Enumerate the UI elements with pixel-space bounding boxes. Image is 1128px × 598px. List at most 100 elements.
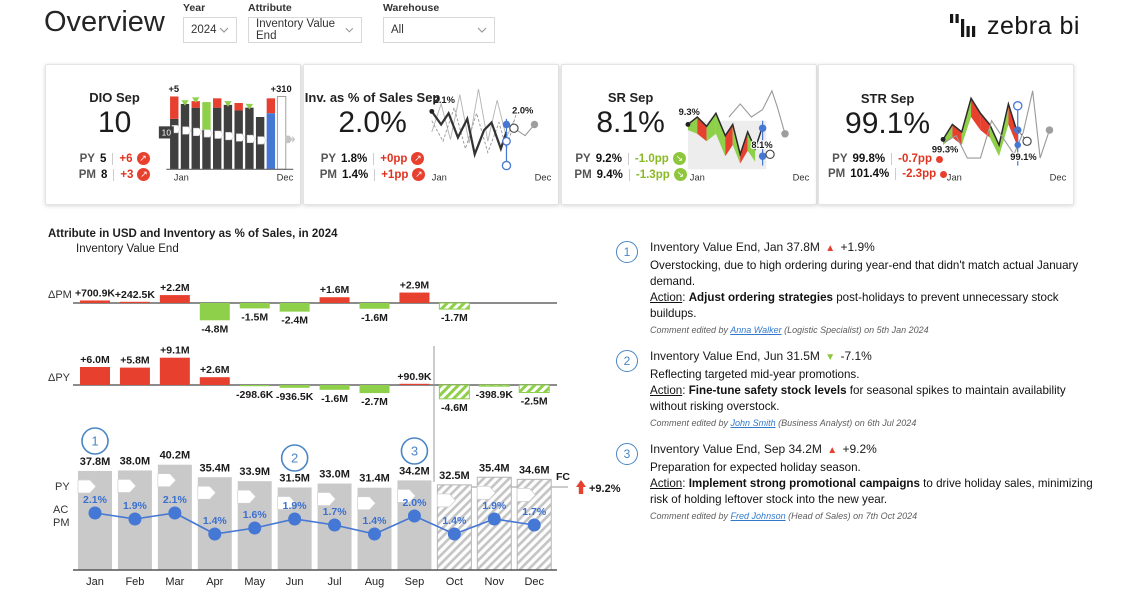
ac-bar-oct[interactable]: [436, 484, 472, 571]
filter-year: Year 2024: [183, 2, 237, 43]
delta-bar[interactable]: [438, 302, 470, 310]
comment-author-link[interactable]: Fred Johnson: [730, 510, 786, 521]
delta-label: +90.9K: [397, 371, 432, 383]
pct-label: 2.1%: [163, 494, 188, 506]
comment-number-badge[interactable]: 1: [616, 241, 638, 263]
kpi-value: 10: [97, 106, 132, 139]
chart-comment-marker-2[interactable]: 2: [280, 444, 309, 472]
kpi-value: 8.1%: [596, 106, 665, 139]
delta-bar[interactable]: [359, 303, 390, 309]
delta-bar[interactable]: [399, 383, 430, 385]
pct-label: 1.4%: [203, 515, 228, 527]
variance-up-triangle-icon: ▲: [825, 243, 836, 254]
spark-annotation: 2.1%: [434, 95, 456, 105]
ac-bar-apr[interactable]: [197, 477, 232, 570]
comment-title: Inventory Value End, Jun 31.5M ▼ -7.1%: [650, 348, 872, 363]
pct-dot-jun[interactable]: [288, 512, 302, 526]
x-axis-month: Jan: [86, 576, 104, 588]
spark-annotation: 9.3%: [679, 107, 701, 117]
delta-bar[interactable]: [478, 384, 510, 387]
pct-dot-oct[interactable]: [447, 527, 461, 541]
comment-number-badge[interactable]: 2: [616, 349, 638, 372]
main-combo-chart: +700.9K +242.5K +2.2M -4.8M -1.5M -2.4M +1.6M -…: [45, 228, 645, 598]
ac-bar-sep[interactable]: [397, 480, 432, 570]
spark-highlight-dot[interactable]: [502, 120, 511, 129]
pct-dot-jul[interactable]: [328, 518, 342, 532]
kpi-card-inv-pct-sales[interactable]: Inv. as % of Sales Sep 2.0% PY 1.8% +0pp …: [303, 64, 559, 205]
delta-bar[interactable]: [319, 297, 350, 303]
spark-bar-ac[interactable]: [266, 113, 276, 170]
x-axis-month: Oct: [446, 576, 463, 588]
delta-bar[interactable]: [159, 295, 190, 303]
ac-bar-mar[interactable]: [157, 464, 192, 570]
comment-author-link[interactable]: John Smith: [730, 417, 776, 428]
delta-bar[interactable]: [80, 367, 110, 385]
comment-title: Inventory Value End, Sep 34.2M ▲ +9.2%: [650, 441, 877, 456]
delta-label: +700.9K: [75, 287, 115, 299]
pct-dot-nov[interactable]: [487, 512, 501, 526]
delta-bar[interactable]: [279, 303, 310, 312]
kpi-inv-pct-sales-pm-row: PM 1.4% +1pp ↗: [320, 168, 426, 181]
delta-bar[interactable]: [399, 292, 430, 303]
delta-bar[interactable]: [438, 384, 470, 400]
variance-marker-icon: ↗: [136, 152, 150, 165]
delta-bar[interactable]: [359, 385, 390, 394]
ac-bar-may[interactable]: [237, 481, 272, 570]
pct-dot-may[interactable]: [248, 521, 262, 535]
pct-dot-mar[interactable]: [168, 506, 182, 520]
spark-bar[interactable]: [191, 107, 200, 170]
delta-bar[interactable]: [199, 303, 230, 321]
pct-dot-apr[interactable]: [208, 527, 222, 541]
ac-bar-value: 35.4M: [200, 462, 231, 474]
kpi-value: 2.0%: [338, 106, 407, 139]
pct-dot-sep[interactable]: [407, 509, 421, 523]
filter-year-dropdown[interactable]: 2024: [183, 17, 237, 43]
ac-bar-jul[interactable]: [317, 483, 352, 570]
spark-bar[interactable]: [170, 118, 179, 170]
delta-label: +2.9M: [400, 280, 430, 292]
spark-x-start: Jan: [690, 172, 705, 182]
pct-dot-aug[interactable]: [368, 527, 382, 541]
ac-bar-jan[interactable]: [78, 470, 112, 570]
delta-bar[interactable]: [239, 385, 270, 387]
pct-dot-feb[interactable]: [128, 512, 142, 526]
kpi-title: Inv. as % of Sales Sep: [304, 90, 441, 105]
ac-bar-jun[interactable]: [277, 487, 312, 570]
py-axis-label: PY: [55, 481, 70, 493]
comment-body: Preparation for expected holiday season.: [650, 460, 861, 474]
ac-bar-feb[interactable]: [117, 470, 152, 570]
spark-highlight-dot[interactable]: [758, 124, 767, 132]
spark-bar-fc[interactable]: [276, 96, 287, 170]
kpi-card-sr[interactable]: SR Sep 8.1% PY 9.2% -1.0pp ↘ PM 9.4% -1.3p…: [561, 64, 817, 205]
delta-bar[interactable]: [279, 385, 310, 388]
filter-warehouse-dropdown[interactable]: All: [383, 17, 495, 43]
delta-bar[interactable]: [239, 303, 270, 309]
delta-bar[interactable]: [319, 385, 350, 390]
delta-bar[interactable]: [199, 377, 230, 385]
delta-label: +1.6M: [320, 284, 350, 296]
ac-bar-dec[interactable]: [516, 478, 552, 571]
delta-bar[interactable]: [159, 357, 190, 385]
pct-dot-jan[interactable]: [88, 506, 102, 520]
pct-label: 2.0%: [402, 497, 427, 509]
main-chart-title: Attribute in USD and Inventory as % of S…: [48, 228, 338, 240]
kpi-card-dio[interactable]: DIO Sep 10 PY 5 +6 ↗ PM 8 +3 ↗ 10 +5 +310 Ja…: [45, 64, 301, 205]
delta-bar[interactable]: [119, 301, 150, 303]
filter-attribute-dropdown[interactable]: Inventory Value End: [248, 17, 362, 43]
pct-dot-dec[interactable]: [527, 518, 541, 532]
ac-bar-nov[interactable]: [476, 476, 512, 571]
spark-bar[interactable]: [202, 130, 211, 170]
comment-number-badge[interactable]: 3: [616, 442, 638, 465]
spark-bar[interactable]: [180, 103, 190, 170]
chart-comment-marker-1[interactable]: 1: [81, 427, 109, 455]
pct-label: 1.4%: [363, 515, 388, 527]
kpi-card-str[interactable]: STR Sep 99.1% PY 99.8% -0.7pp PM 101.4% -2…: [818, 64, 1074, 205]
delta-bar[interactable]: [518, 384, 550, 393]
comment-author-link[interactable]: Anna Walker: [730, 324, 782, 335]
ac-bar-aug[interactable]: [357, 487, 392, 570]
ac-bar-value: 37.8M: [80, 456, 111, 468]
delta-bar[interactable]: [119, 367, 150, 385]
delta-bar[interactable]: [80, 300, 110, 303]
fc-label: FC: [556, 471, 570, 483]
chart-comment-marker-3[interactable]: 3: [400, 437, 429, 465]
